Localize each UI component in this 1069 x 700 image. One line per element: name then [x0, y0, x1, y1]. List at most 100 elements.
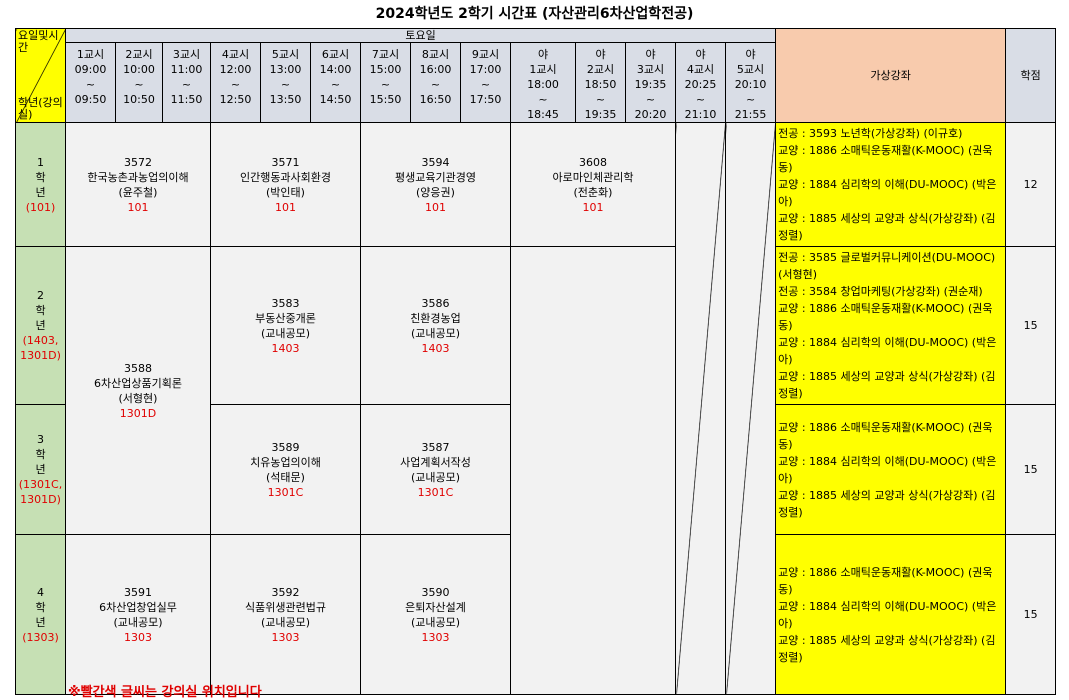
period-start: 09:00: [74, 63, 107, 76]
virtual-cell: 교양 : 1886 소매틱운동재활(K-MOOC) (권욱동) 교양 : 1884…: [775, 404, 1007, 535]
grade-row: 3 학 년 (1301C, 1301D) 3589 치유농업의이해 (석태문) 1301C 358…: [15, 404, 1057, 535]
period-sep: ~: [280, 78, 291, 91]
course-room: 1301C: [267, 485, 304, 499]
period-start: 18:50: [584, 78, 617, 91]
course-name: 부동산중개론: [255, 311, 316, 325]
period-header: 6교시 14:00 ~14:50: [310, 42, 361, 123]
course-professor: (교내공모): [260, 615, 311, 629]
grade-room: (1403,: [22, 334, 59, 347]
course-room: 1303: [421, 630, 450, 644]
course-professor: (윤주철): [118, 185, 158, 199]
period-sep: ~: [430, 78, 441, 91]
grade-room: 1301D): [20, 349, 61, 362]
course-code: 3608: [579, 155, 607, 169]
virtual-course: 교양 : 1884 심리학의 이해(DU-MOOC) (박은아): [778, 454, 997, 485]
period-end: 10:50: [123, 93, 155, 106]
virtual-course: 교양 : 1884 심리학의 이해(DU-MOOC) (박은아): [778, 178, 997, 208]
period-prefix: 야: [595, 48, 606, 61]
credits-header: 학점: [1005, 28, 1057, 123]
virtual-course: 교양 : 1886 소매틱운동재활(K-MOOC) (권욱동): [778, 565, 993, 596]
course-name: 인간행동과사회환경: [239, 170, 332, 184]
virtual-course: 교양 : 1885 세상의 교양과 상식(가상강좌) (김정렬): [778, 633, 996, 664]
course-room: 101: [582, 200, 604, 214]
period-end: 14:50: [319, 93, 352, 106]
diagonal-cell: [675, 122, 726, 695]
period-sep: ~: [85, 78, 96, 91]
period-label: 7교시: [371, 48, 400, 61]
period-end: 11:50: [170, 93, 203, 106]
grade-room: (101): [25, 200, 56, 214]
virtual-course: 교양 : 1885 세상의 교양과 상식(가상강좌) (김정렬): [778, 370, 996, 400]
grade-row: 4 학 년 (1303) 3591 6차산업창업실무 (교내공모) 1303 3592 식품위생관…: [15, 534, 1057, 695]
course-professor: (서형현): [118, 391, 158, 405]
course-name: 6차산업창업실무: [99, 600, 177, 614]
course-room: 1303: [124, 630, 152, 644]
period-sep: ~: [645, 93, 656, 106]
grade-label: 학: [35, 600, 46, 614]
period-header: 야 5교시 20:10 ~21:55: [724, 42, 777, 123]
course-professor: (석태문): [266, 470, 305, 484]
diagonal-cell: [724, 122, 777, 695]
virtual-course: 교양 : 1885 세상의 교양과 상식(가상강좌) (김정렬): [778, 212, 996, 242]
course-room: 101: [275, 200, 296, 214]
period-label: 4교시: [221, 48, 250, 61]
period-label: 1교시: [76, 48, 105, 61]
course-professor: (교내공모): [410, 326, 461, 340]
course-code: 3586: [421, 296, 450, 310]
period-sep: ~: [380, 78, 391, 91]
period-prefix: 야: [537, 48, 549, 61]
course-name: 은퇴자산설계: [405, 600, 466, 614]
period-start: 15:00: [369, 63, 402, 76]
course-cell: 3590 은퇴자산설계 (교내공모) 1303: [360, 534, 511, 695]
credits-cell: 15: [1005, 246, 1057, 405]
period-header: 4교시 12:00 ~12:50: [210, 42, 261, 123]
grade-room: (1303): [22, 630, 59, 644]
title: 2024학년도 2학기 시간표 (자산관리6차산업학전공): [375, 6, 694, 22]
virtual-course: 교양 : 1884 심리학의 이해(DU-MOOC) (박은아): [778, 599, 997, 630]
period-end: 15:50: [369, 93, 402, 106]
course-code: 3583: [271, 296, 300, 310]
period-end: 17:50: [469, 93, 502, 106]
period-end: 21:10: [684, 108, 717, 121]
period-label: 1교시: [529, 63, 557, 76]
course-name: 치유농업의이해: [250, 455, 321, 469]
period-label: 5교시: [736, 63, 765, 76]
credits-cell: 15: [1005, 534, 1057, 695]
period-label: 2교시: [125, 48, 153, 61]
virtual-course: 전공 : 3585 글로벌커뮤니케이션(DU-MOOC)(서형현): [778, 251, 996, 281]
credits-cell: 12: [1005, 122, 1057, 247]
grade-label: 년: [35, 463, 46, 476]
virtual-cell: 교양 : 1886 소매틱운동재활(K-MOOC) (권욱동) 교양 : 1884…: [775, 534, 1007, 695]
period-end: 18:45: [527, 108, 559, 121]
period-end: 16:50: [419, 93, 452, 106]
period-label: 9교시: [471, 48, 500, 61]
course-room: 1403: [421, 341, 450, 355]
course-cell: 3588 6차산업상품기획론 (서형현) 1301D: [65, 246, 211, 535]
course-name: 식품위생관련법규: [245, 600, 326, 614]
period-start: 11:00: [170, 63, 203, 76]
grade-label: 년: [35, 615, 46, 629]
period-end: 21:55: [734, 108, 767, 121]
grade-label: 2: [37, 289, 44, 302]
course-professor: (교내공모): [410, 615, 461, 629]
course-professor: (교내공모): [113, 615, 163, 629]
grade-cell: 4 학 년 (1303): [15, 534, 66, 695]
course-code: 3571: [271, 155, 300, 169]
period-start: 20:25: [684, 78, 717, 91]
grade-label: 3: [37, 433, 44, 446]
period-header: 야 4교시 20:25 ~21:10: [675, 42, 726, 123]
course-room: 1303: [271, 630, 300, 644]
course-cell: 3608 아로마인체관리학 (전춘화) 101: [510, 122, 676, 247]
course-code: 3588: [124, 361, 152, 375]
credits-cell: 15: [1005, 404, 1057, 535]
grade-row: 2 학 년 (1403, 1301D) 3588 6차산업상품기획론 (서형현) 1301D 35…: [15, 246, 1057, 695]
timetable: 요일및시간 학년(강의실) 토요일 가상강좌 학점 1교시 09:00 ~09:50 2교시 10…: [15, 28, 1057, 695]
period-header: 2교시 10:00 ~10:50: [115, 42, 163, 123]
period-end: 20:20: [634, 108, 667, 121]
corner-bottom: 학년(강의실): [18, 96, 63, 121]
virtual-course: 교양 : 1886 소매틱운동재활(K-MOOC) (권욱동): [778, 420, 993, 451]
period-label: 3교시: [172, 48, 201, 61]
period-end: 09:50: [74, 93, 107, 106]
period-header: 야 2교시 18:50 ~19:35: [575, 42, 626, 123]
